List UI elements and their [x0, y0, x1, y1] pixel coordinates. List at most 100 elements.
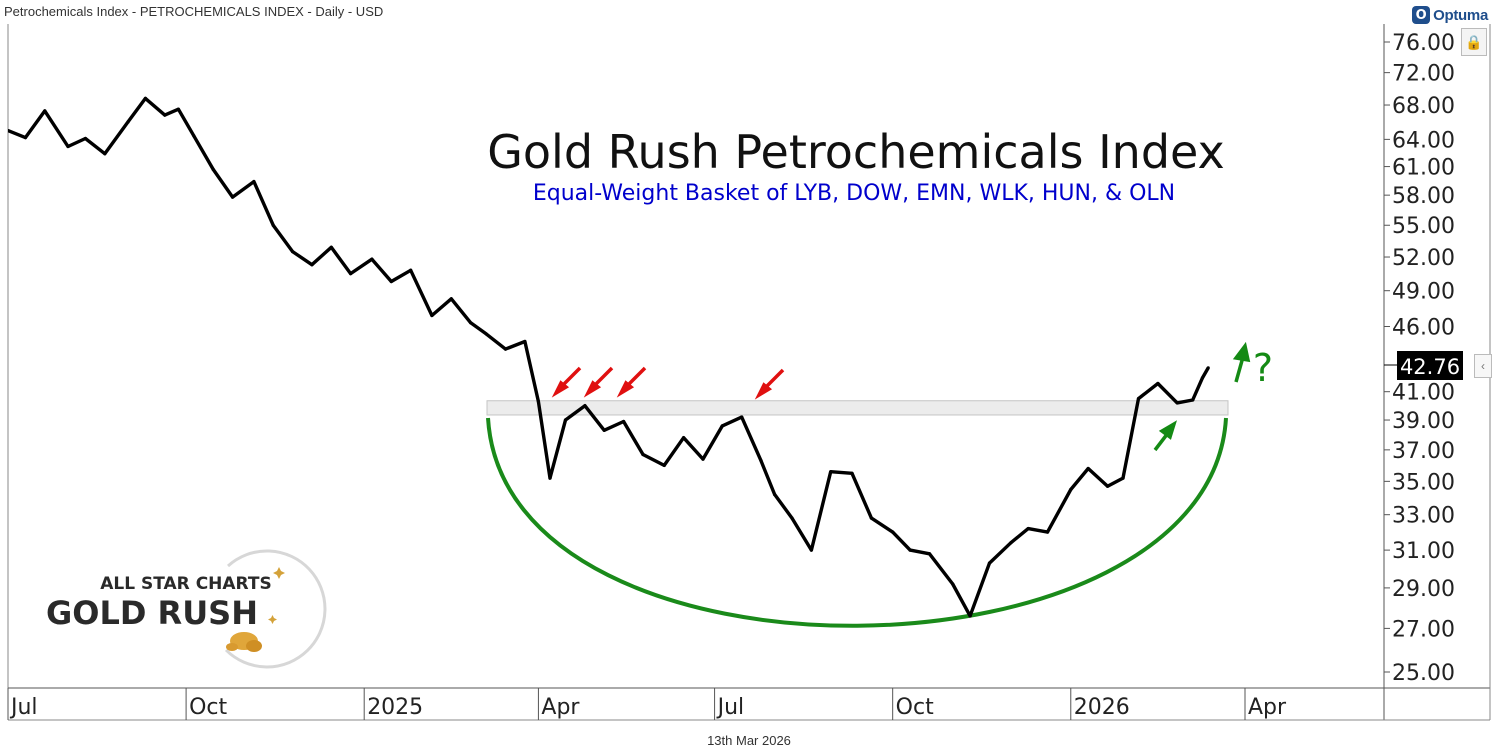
price-point — [621, 419, 626, 424]
price-point — [869, 516, 873, 520]
price-point — [740, 415, 744, 419]
price-point — [1136, 397, 1141, 401]
price-point — [968, 614, 972, 618]
chart-header: Petrochemicals Index - PETROCHEMICALS IN… — [4, 4, 384, 19]
price-point — [409, 268, 413, 272]
price-point — [563, 418, 568, 422]
red-arrow-4 — [754, 368, 785, 400]
price-point — [809, 548, 813, 552]
sparkle-small-icon — [268, 615, 277, 624]
red-arrow-2 — [583, 366, 614, 398]
time-axis: Jul Oct 2025 Apr Jul Oct 2026 Apr — [7, 688, 1287, 720]
price-point — [430, 313, 434, 318]
price-points — [8, 96, 1210, 618]
green-arrow-up — [1232, 341, 1251, 383]
red-arrows — [551, 366, 785, 400]
price-point — [103, 152, 107, 156]
price-point — [641, 452, 645, 457]
x-tick-label: Jul — [9, 695, 38, 720]
price-point — [290, 250, 295, 254]
price-point — [583, 404, 587, 408]
price-point — [1175, 401, 1179, 405]
price-point — [503, 347, 508, 351]
optuma-badge-icon: O — [1412, 6, 1431, 24]
price-point — [987, 561, 992, 565]
price-point — [83, 136, 88, 141]
price-point — [252, 180, 256, 184]
price-point — [759, 459, 763, 463]
lock-icon[interactable]: 🔒 — [1461, 28, 1487, 56]
y-tick-label: 61.00 — [1392, 156, 1455, 181]
green-arrow-support — [1153, 420, 1177, 452]
y-tick-label: 25.00 — [1392, 661, 1455, 686]
price-point — [163, 113, 167, 117]
y-tick-label: 64.00 — [1392, 128, 1455, 153]
chevron-left-icon[interactable]: ‹ — [1474, 354, 1492, 378]
y-tick-label: 46.00 — [1392, 315, 1455, 340]
price-point — [43, 109, 47, 113]
price-point — [176, 107, 180, 111]
optuma-logo: O Optuma — [1412, 4, 1488, 26]
price-point — [602, 428, 606, 432]
sparkle-icon — [273, 567, 285, 579]
x-tick-label: Oct — [896, 695, 934, 720]
price-point — [469, 321, 473, 325]
price-point — [1105, 484, 1110, 488]
price-point — [1026, 526, 1030, 531]
price-point — [927, 552, 932, 556]
y-tick-label: 35.00 — [1392, 470, 1455, 495]
price-point — [1206, 366, 1210, 370]
question-mark-annotation: ? — [1253, 346, 1273, 390]
y-tick-label: 58.00 — [1392, 184, 1455, 209]
x-tick-label: 2025 — [367, 695, 423, 720]
price-point — [143, 96, 148, 100]
price-point — [701, 457, 705, 461]
optuma-brand: Optuma — [1433, 6, 1488, 24]
gold-nugget-icon — [226, 632, 262, 652]
price-point — [891, 530, 895, 534]
price-point — [329, 245, 333, 249]
watermark-line2: GOLD RUSH — [46, 594, 258, 632]
y-tick-label: 55.00 — [1392, 214, 1455, 239]
price-point — [192, 134, 196, 138]
price-point — [126, 120, 130, 124]
price-point — [1191, 398, 1195, 402]
y-tick-label: 52.00 — [1392, 246, 1455, 271]
price-point — [370, 257, 374, 261]
price-point — [23, 136, 28, 140]
price-point — [271, 223, 275, 227]
price-point — [310, 263, 314, 267]
price-point — [230, 195, 235, 199]
price-axis: 76.00 72.00 68.00 64.00 61.00 58.00 55.00 52.00… — [1384, 31, 1455, 686]
y-tick-label: 27.00 — [1392, 617, 1455, 642]
price-point — [850, 471, 854, 475]
y-tick-label: 41.00 — [1392, 381, 1455, 406]
y-tick-label: 37.00 — [1392, 439, 1455, 464]
price-point — [1156, 381, 1160, 386]
y-tick-label: 72.00 — [1392, 62, 1455, 87]
x-tick-label: Oct — [189, 695, 227, 720]
watermark-line1: ALL STAR CHARTS — [100, 574, 271, 594]
red-arrow-1 — [551, 366, 582, 398]
price-point — [484, 332, 488, 336]
price-point — [211, 167, 215, 171]
price-point — [389, 279, 393, 284]
price-point — [349, 272, 353, 276]
price-point — [1045, 530, 1050, 534]
y-tick-label: 33.00 — [1392, 504, 1455, 529]
last-value-label: 42.76 — [1400, 355, 1460, 379]
price-point — [772, 492, 777, 497]
price-point — [536, 399, 541, 404]
resistance-zone — [486, 400, 1229, 416]
price-point — [720, 424, 724, 428]
price-point — [449, 297, 453, 301]
price-point — [1200, 376, 1205, 380]
price-point — [908, 548, 912, 552]
x-tick-label: Jul — [716, 695, 745, 720]
x-tick-label: 2026 — [1074, 695, 1130, 720]
x-tick-label: Apr — [541, 695, 580, 720]
price-point — [548, 476, 552, 480]
price-point — [682, 436, 686, 440]
y-tick-label: 68.00 — [1392, 94, 1455, 119]
